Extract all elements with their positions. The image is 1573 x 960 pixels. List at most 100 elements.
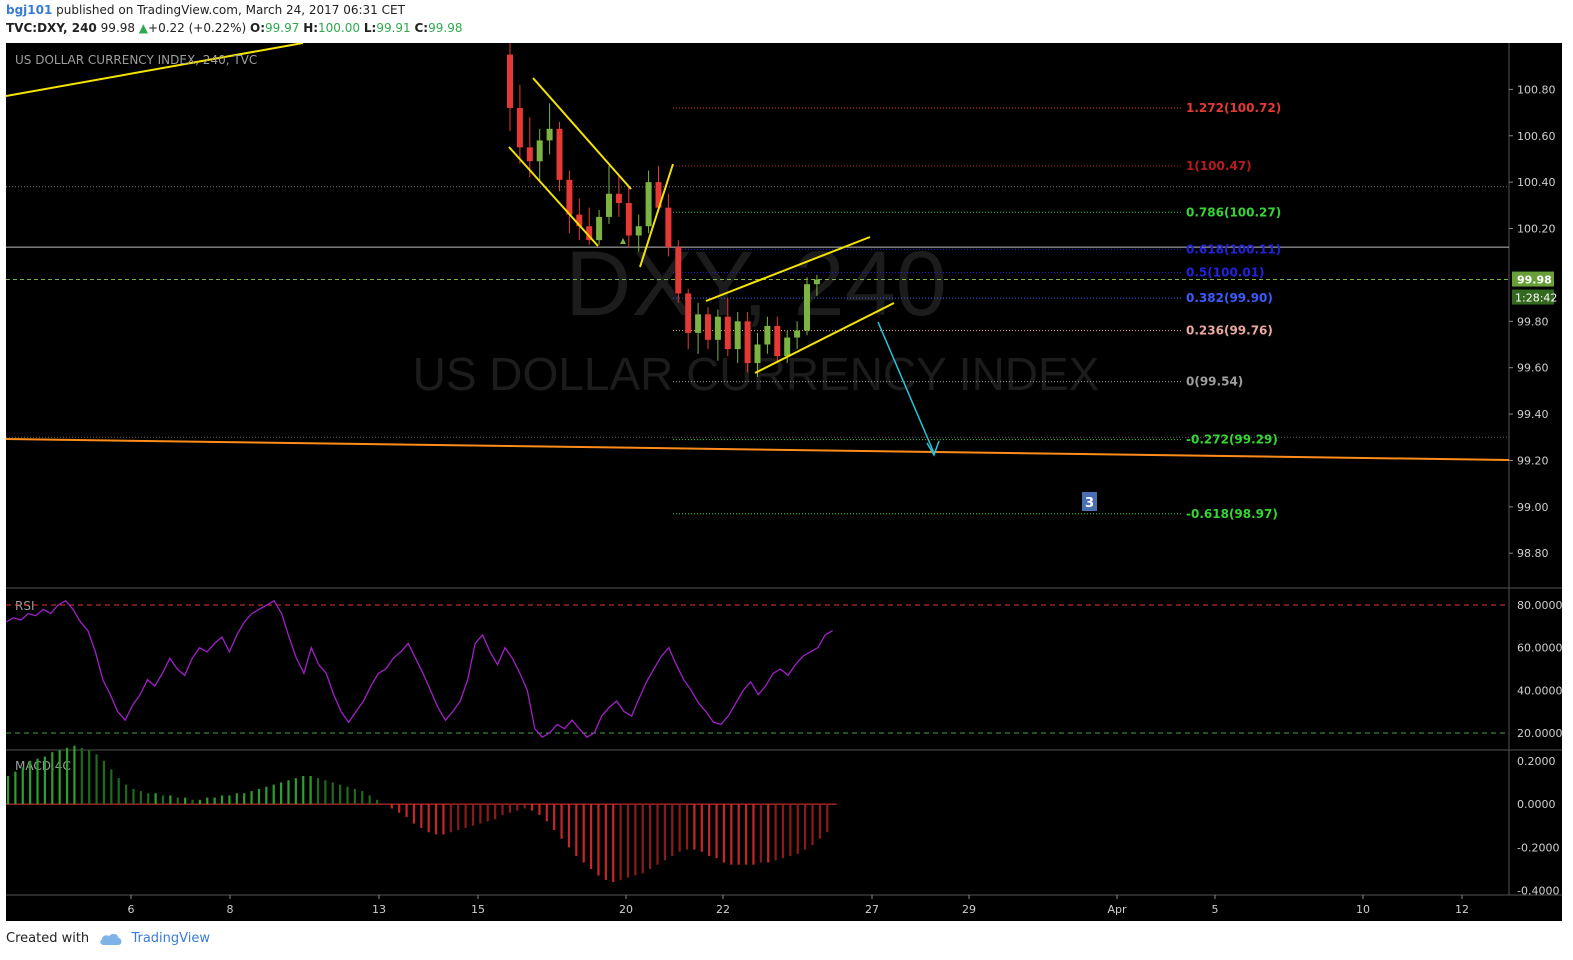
open-value: 99.97: [265, 21, 300, 35]
chart-title: US DOLLAR CURRENCY INDEX, 240, TVC: [15, 53, 257, 67]
candle-body: [794, 330, 801, 338]
countdown-badge-label: 1:28:42: [1515, 292, 1557, 305]
candle-body: [695, 314, 702, 333]
wave-label-text: 3: [1085, 496, 1094, 511]
candle-body: [507, 54, 513, 108]
support-trendline: [6, 438, 1510, 461]
candle-body: [635, 226, 642, 236]
impulse-line: [639, 163, 674, 268]
projection-arrow-head-icon: [926, 440, 940, 457]
price-tick-label: 99.80: [1517, 315, 1549, 328]
macd-label: MACD,4C: [15, 759, 71, 773]
candle-body: [516, 107, 523, 148]
fib-level-label: -0.618(98.97): [1186, 507, 1278, 521]
macd-tick-label: 0.2000: [1517, 755, 1556, 768]
symbol-label: TVC:DXY, 240: [6, 21, 97, 35]
tradingview-link[interactable]: TradingView: [131, 931, 210, 946]
price-tick-label: 99.60: [1517, 362, 1549, 375]
price-tick-label: 100.60: [1517, 130, 1556, 143]
time-tick-label: 13: [372, 903, 386, 916]
price-change: +0.22 (+0.22%): [148, 21, 247, 35]
low-value: 99.91: [376, 21, 411, 35]
candle-body: [714, 316, 721, 340]
time-tick-label: 22: [716, 903, 730, 916]
candle-body: [804, 284, 810, 331]
last-price: 99.98: [100, 21, 135, 35]
time-tick-label: 12: [1455, 903, 1469, 916]
last-price-badge: [1512, 271, 1554, 287]
falling-channel-upper: [532, 77, 632, 190]
trendline-top-left: [6, 43, 304, 97]
candle-body: [675, 247, 682, 294]
author-name[interactable]: bgj101: [6, 3, 53, 17]
candle-body: [566, 179, 573, 215]
rsi-tick-label: 80.0000: [1517, 599, 1562, 612]
candle-body: [744, 321, 751, 364]
created-with-text: Created with: [6, 931, 90, 946]
time-tick-label: 8: [227, 903, 234, 916]
candle-body: [813, 279, 820, 285]
candle-body: [665, 207, 672, 248]
candle-body: [655, 182, 662, 208]
candle-body: [596, 216, 603, 241]
close-label: C:: [414, 21, 429, 35]
macd-tick-label: -0.2000: [1517, 841, 1559, 854]
projection-arrow-line: [877, 321, 935, 454]
candle-body: [556, 128, 563, 180]
time-tick-label: 29: [962, 903, 976, 916]
time-tick-label: 5: [1212, 903, 1219, 916]
candle-body: [784, 337, 791, 357]
price-tick-label: 100.80: [1517, 83, 1556, 96]
publish-text: published on TradingView.com, March 24, …: [56, 3, 405, 17]
candle-body: [774, 325, 781, 357]
candle-body: [536, 140, 543, 162]
fib-level-label: 0.236(99.76): [1186, 324, 1273, 338]
high-value: 100.00: [318, 21, 361, 35]
time-tick-label: 10: [1356, 903, 1370, 916]
rsi-tick-label: 60.0000: [1517, 642, 1562, 655]
change-arrow-icon: ▲: [138, 21, 149, 35]
candle-body: [526, 147, 533, 162]
fib-level-label: 0.382(99.90): [1186, 291, 1273, 305]
candle-body: [625, 203, 632, 236]
fib-level-label: 1.272(100.72): [1186, 101, 1281, 115]
low-label: L:: [363, 21, 377, 35]
rsi-tick-label: 20.0000: [1517, 727, 1562, 740]
fib-level-label: -0.272(99.29): [1186, 433, 1278, 447]
last-price-badge-label: 99.98: [1517, 274, 1552, 287]
candle-body: [685, 293, 692, 333]
candle-body: [734, 321, 741, 350]
footer: Created with TradingView: [6, 931, 210, 946]
time-tick-label: 27: [865, 903, 879, 916]
candle-body: [606, 193, 612, 217]
candle-body: [705, 314, 711, 340]
rsi-label: RSI: [15, 599, 35, 613]
candle-body: [764, 325, 771, 345]
candle-body: [546, 128, 553, 141]
price-tick-label: 98.80: [1517, 547, 1549, 560]
chart-background: [6, 43, 1562, 921]
price-tick-label: 99.40: [1517, 408, 1549, 421]
time-tick-label: Apr: [1107, 903, 1127, 916]
fib-level-label: 0.5(100.01): [1186, 266, 1265, 280]
time-tick-label: 6: [128, 903, 135, 916]
fib-level-label: 1(100.47): [1186, 159, 1252, 173]
open-label: O:: [250, 21, 265, 35]
price-axis-background: [1509, 43, 1562, 921]
candle-body: [724, 316, 731, 350]
falling-channel-lower: [508, 146, 599, 247]
watermark-symbol: DXY, 240: [565, 233, 947, 335]
price-tick-label: 100.20: [1517, 223, 1556, 236]
macd-tick-label: -0.4000: [1517, 885, 1559, 898]
close-value: 99.98: [428, 21, 463, 35]
candle-body: [586, 226, 593, 241]
rsi-tick-label: 40.0000: [1517, 684, 1562, 697]
wave-label-box: [1082, 492, 1097, 511]
candle-body: [615, 193, 622, 204]
time-tick-label: 15: [471, 903, 485, 916]
fib-level-label: 0.618(100.11): [1186, 242, 1281, 256]
ohlc-legend: TVC:DXY, 240 99.98 ▲+0.22 (+0.22%) O:99.…: [6, 21, 462, 35]
fib-level-label: 0(99.54): [1186, 375, 1243, 389]
high-label: H:: [303, 21, 319, 35]
